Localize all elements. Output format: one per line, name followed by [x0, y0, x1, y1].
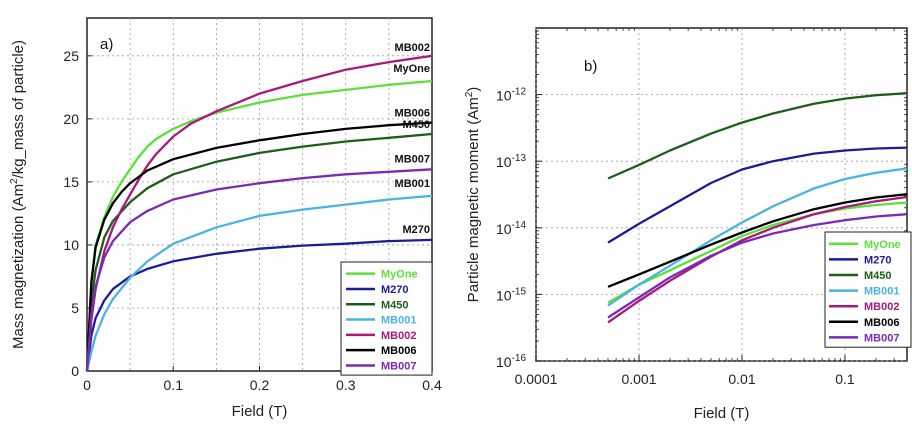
- series-line-b-mb001: [607, 167, 908, 307]
- series-line-mb001: [85, 194, 433, 372]
- y-tick-label-a: 10: [63, 237, 79, 253]
- x-tick-label-a: 0: [83, 377, 91, 393]
- series-line-b-myone: [607, 201, 908, 304]
- y-tick-label-a: 0: [71, 363, 79, 379]
- x-tick-label-a: 0.4: [422, 377, 442, 393]
- legend-label-b-myone: MyOne: [864, 239, 901, 251]
- x-tick-label-b: 0.1: [835, 371, 855, 387]
- legend-label-b-mb002: MB002: [864, 301, 899, 313]
- legend-label-a-mb002: MB002: [381, 330, 416, 342]
- y-tick-label-b: 10-15: [496, 286, 526, 303]
- panel-b-particle-moment-chart: 0.0001 0.001 0.01 0.1 10-16 10-15 10-14 10-13 10…: [464, 27, 912, 422]
- series-line-b-m270: [607, 146, 908, 244]
- curve-annotation-m450: M450: [402, 119, 430, 131]
- x-tick-label-a: 0.2: [250, 377, 270, 393]
- legend-label-a-m270: M270: [381, 284, 409, 296]
- legend-label-a-mb007: MB007: [381, 360, 416, 372]
- x-axis-label-a: Field (T): [232, 403, 288, 420]
- series-line-mb007: [85, 168, 433, 372]
- panel-label-b: b): [584, 58, 597, 75]
- y-tick-label-a: 25: [63, 48, 79, 64]
- y-tick-label-b: 10-14: [496, 220, 526, 237]
- legend-label-b-mb006: MB006: [864, 317, 899, 329]
- legend-b: MyOne M270 M450 MB001 MB002 MB006 MB007: [824, 231, 912, 348]
- panel-a-mass-magnetization-chart: 0 0.1 0.2 0.3 0.4 0 5 10 15 20 25 Field (T) Mass mag…: [9, 17, 442, 420]
- x-tick-label-a: 0.3: [336, 377, 356, 393]
- x-tick-label-b: 0.01: [728, 371, 755, 387]
- legend-label-b-m450: M450: [864, 270, 892, 282]
- legend-label-a-m450: M450: [381, 299, 409, 311]
- y-tick-label-b: 10-16: [496, 353, 526, 370]
- legend-label-b-m270: M270: [864, 254, 892, 266]
- legend-label-a-myone: MyOne: [381, 269, 418, 281]
- series-line-b-mb002: [607, 195, 908, 324]
- x-tick-label-a: 0.1: [164, 377, 184, 393]
- y-tick-label-a: 20: [63, 111, 79, 127]
- y-axis-label-b: Particle magnetic moment (Am2): [464, 87, 482, 303]
- x-tick-label-b: 0.0001: [515, 371, 558, 387]
- curve-annotation-mb002: MB002: [395, 42, 430, 54]
- y-tick-label-b: 10-13: [496, 153, 526, 170]
- series-line-b-mb006: [607, 193, 908, 288]
- series-line-m270: [85, 238, 433, 372]
- panel-label-a: a): [100, 36, 113, 53]
- series-line-mb002: [85, 54, 433, 372]
- series-line-b-mb007: [607, 213, 908, 319]
- legend-label-a-mb001: MB001: [381, 315, 416, 327]
- x-tick-label-b: 0.001: [621, 371, 656, 387]
- series-line-b-m450: [607, 92, 908, 180]
- legend-label-a-mb006: MB006: [381, 345, 416, 357]
- series-line-mb006: [85, 121, 433, 372]
- curve-annotation-mb006: MB006: [395, 108, 430, 120]
- y-axis-label-a: Mass magnetization (Am2/kg_mass of parti…: [9, 40, 27, 349]
- legend-label-b-mb007: MB007: [864, 332, 899, 344]
- x-axis-label-b: Field (T): [694, 405, 750, 422]
- legend-a: MyOne M270 M450 MB001 MB002 MB006 MB007: [340, 261, 433, 376]
- series-line-m450: [85, 132, 433, 372]
- curve-annotation-m270: M270: [402, 224, 430, 236]
- legend-label-b-mb001: MB001: [864, 286, 899, 298]
- curve-annotation-mb001: MB001: [395, 178, 430, 190]
- curve-annotation-myone: MyOne: [393, 63, 430, 75]
- y-tick-label-b: 10-12: [496, 87, 526, 104]
- y-tick-label-a: 5: [71, 300, 79, 316]
- curve-annotation-mb007: MB007: [395, 153, 430, 165]
- y-tick-label-a: 15: [63, 174, 79, 190]
